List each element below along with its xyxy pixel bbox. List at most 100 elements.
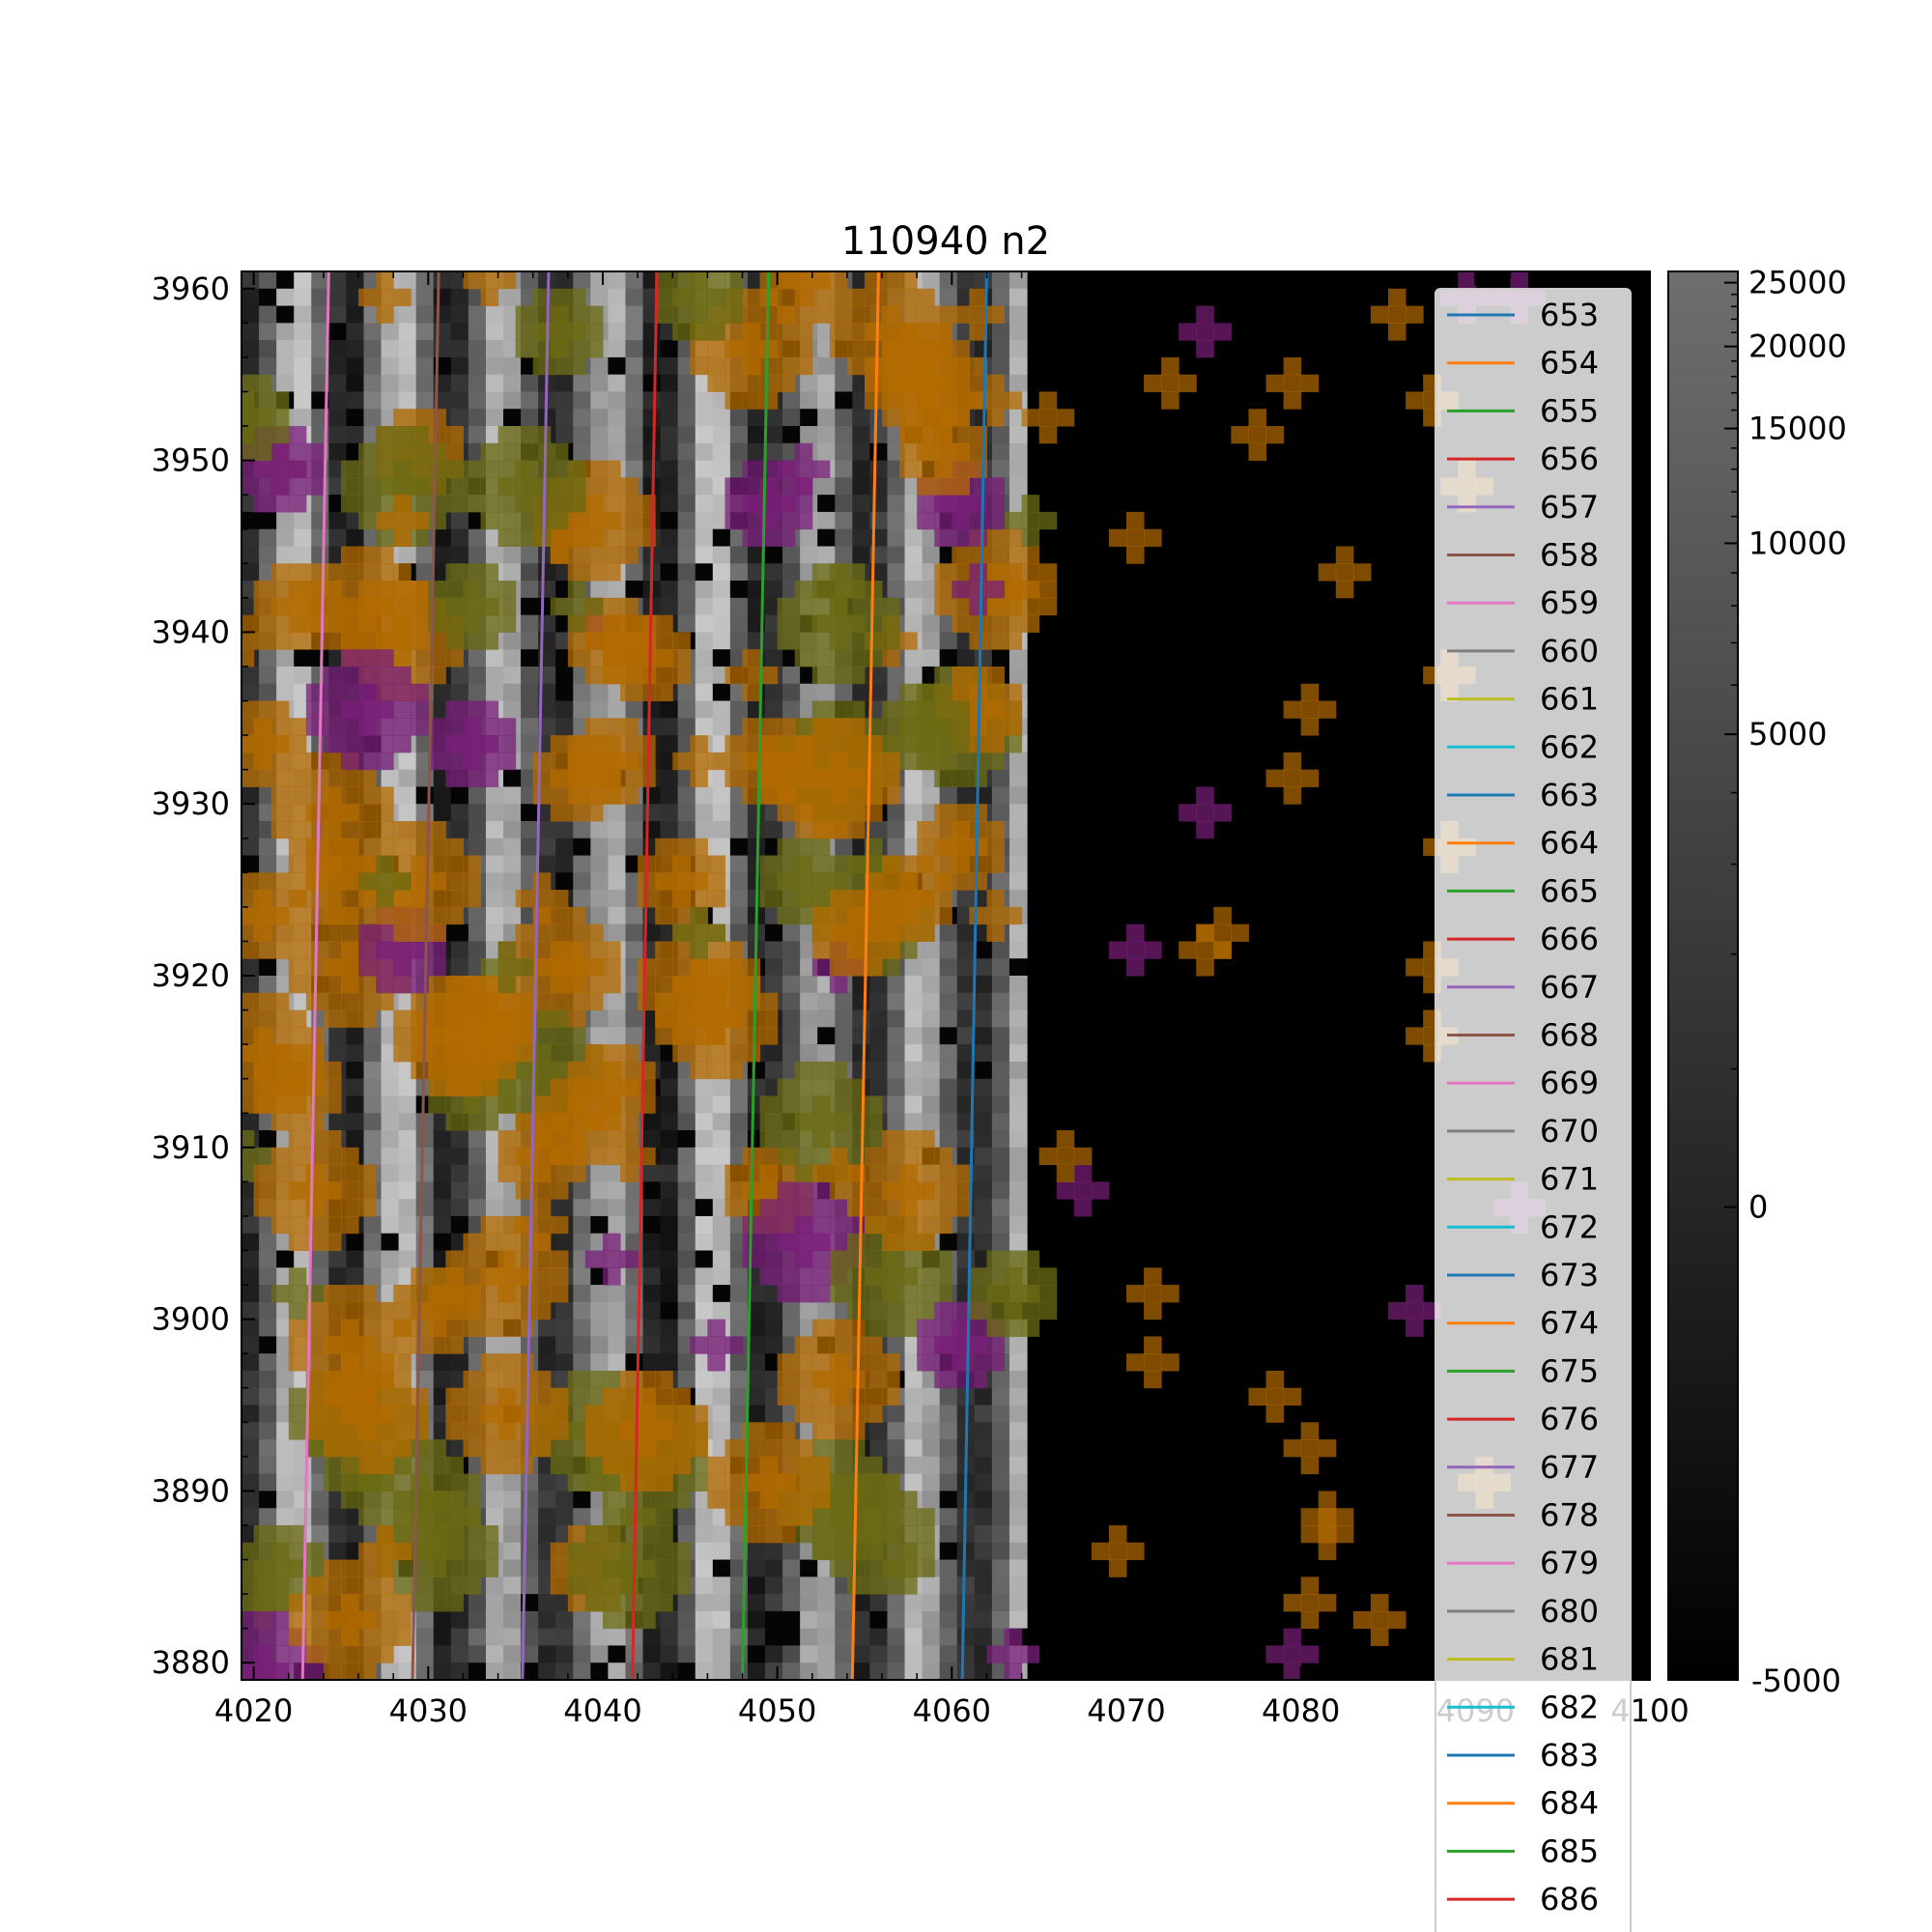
heatmap-pixel: [625, 1027, 644, 1045]
heatmap-pixel: [276, 374, 295, 393]
heatmap-pixel: [642, 323, 662, 341]
overlay-pixel: [759, 666, 779, 685]
overlay-pixel: [811, 271, 831, 290]
heatmap-pixel: [485, 356, 504, 376]
overlay-pixel: [219, 753, 238, 770]
heatmap-pixel: [521, 632, 539, 650]
heatmap-pixel: [521, 820, 539, 839]
heatmap-pixel: [677, 563, 696, 582]
heatmap-pixel: [450, 511, 469, 530]
heatmap-pixel: [608, 340, 627, 358]
heatmap-pixel: [242, 356, 260, 376]
heatmap-pixel: [852, 1645, 871, 1663]
overlay-pixel: [497, 271, 517, 290]
heatmap-pixel: [695, 442, 714, 462]
heatmap-pixel: [765, 442, 783, 462]
overlay-pixel: [376, 581, 394, 599]
overlay-pixel: [253, 1559, 272, 1577]
heatmap-pixel: [642, 1301, 662, 1321]
heatmap-pixel: [974, 1130, 993, 1149]
heatmap-pixel: [1009, 1130, 1028, 1149]
heatmap-pixel: [817, 1594, 836, 1612]
overlay-pixel: [829, 1113, 848, 1131]
heatmap-pixel: [398, 340, 417, 358]
overlay-pixel: [934, 597, 952, 616]
heatmap-pixel: [381, 1250, 400, 1268]
heatmap-pixel: [974, 1387, 993, 1406]
overlay-pixel: [1021, 614, 1040, 633]
heatmap-pixel: [415, 1130, 435, 1149]
heatmap-pixel: [590, 906, 610, 925]
heatmap-pixel: [887, 666, 906, 685]
heatmap-pixel: [974, 1662, 993, 1680]
overlay-pixel: [602, 941, 621, 959]
heatmap-pixel: [433, 1628, 452, 1647]
heatmap-pixel: [712, 683, 731, 702]
heatmap-pixel: [660, 1181, 679, 1200]
heatmap-pixel: [1009, 1577, 1028, 1595]
heatmap-pixel: [712, 820, 731, 839]
overlay-pixel: [428, 1009, 446, 1028]
heatmap-pixel: [346, 271, 365, 290]
heatmap-pixel: [765, 426, 783, 444]
overlay-pixel: [1038, 581, 1058, 599]
overlay-pixel: [480, 271, 499, 272]
heatmap-pixel: [503, 700, 522, 719]
heatmap-pixel: [904, 649, 923, 668]
heatmap-pixel: [747, 1628, 766, 1647]
heatmap-pixel: [887, 1044, 906, 1063]
heatmap-pixel: [538, 1524, 556, 1544]
heatmap-pixel: [503, 356, 522, 376]
heatmap-pixel: [956, 1662, 976, 1680]
heatmap-pixel: [381, 1095, 400, 1114]
overlay-pixel: [969, 906, 987, 925]
overlay-pixel: [480, 1113, 499, 1131]
heatmap-pixel: [328, 323, 347, 341]
heatmap-pixel: [259, 1508, 277, 1526]
heatmap-pixel: [503, 1542, 522, 1561]
heatmap-pixel: [904, 1113, 923, 1131]
heatmap-pixel: [311, 511, 329, 530]
overlay-pixel: [811, 1250, 831, 1268]
heatmap-pixel: [590, 838, 610, 857]
overlay-pixel: [759, 495, 779, 513]
overlay-pixel: [794, 1147, 813, 1166]
heatmap-pixel: [608, 700, 627, 719]
overlay-pixel: [515, 1215, 534, 1235]
overlay-pixel: [777, 288, 796, 307]
heatmap-pixel: [782, 1610, 801, 1630]
heatmap-pixel: [974, 340, 993, 358]
overlay-pixel: [393, 1491, 412, 1509]
overlay-pixel: [777, 804, 796, 822]
heatmap-pixel: [765, 1559, 783, 1577]
overlay-pixel: [428, 735, 446, 753]
overlay-pixel: [567, 305, 586, 324]
heatmap-pixel: [433, 1164, 452, 1182]
heatmap-pixel: [800, 1610, 818, 1630]
heatmap-pixel: [869, 683, 889, 702]
overlay-pixel: [777, 1250, 796, 1268]
heatmap-pixel: [642, 804, 662, 822]
heatmap-pixel: [660, 442, 679, 462]
overlay-pixel: [497, 735, 517, 753]
heatmap-pixel: [521, 838, 539, 857]
heatmap-pixel: [415, 340, 435, 358]
overlay-pixel: [655, 958, 673, 977]
heatmap-pixel: [974, 1542, 993, 1561]
heatmap-pixel: [573, 271, 591, 290]
overlay-pixel: [1196, 958, 1214, 977]
heatmap-pixel: [904, 1594, 923, 1612]
heatmap-pixel: [276, 1370, 295, 1389]
heatmap-pixel: [608, 992, 627, 1011]
overlay-pixel: [655, 683, 673, 702]
heatmap-pixel: [922, 1027, 941, 1045]
overlay-pixel: [411, 597, 429, 616]
heatmap-pixel: [729, 838, 749, 857]
overlay-pixel: [463, 1095, 482, 1114]
heatmap-pixel: [555, 1508, 574, 1526]
heatmap-pixel: [259, 958, 277, 977]
heatmap-pixel: [450, 323, 469, 341]
heatmap-pixel: [1009, 1491, 1028, 1509]
heatmap-pixel: [939, 1524, 958, 1544]
heatmap-pixel: [433, 1147, 452, 1166]
